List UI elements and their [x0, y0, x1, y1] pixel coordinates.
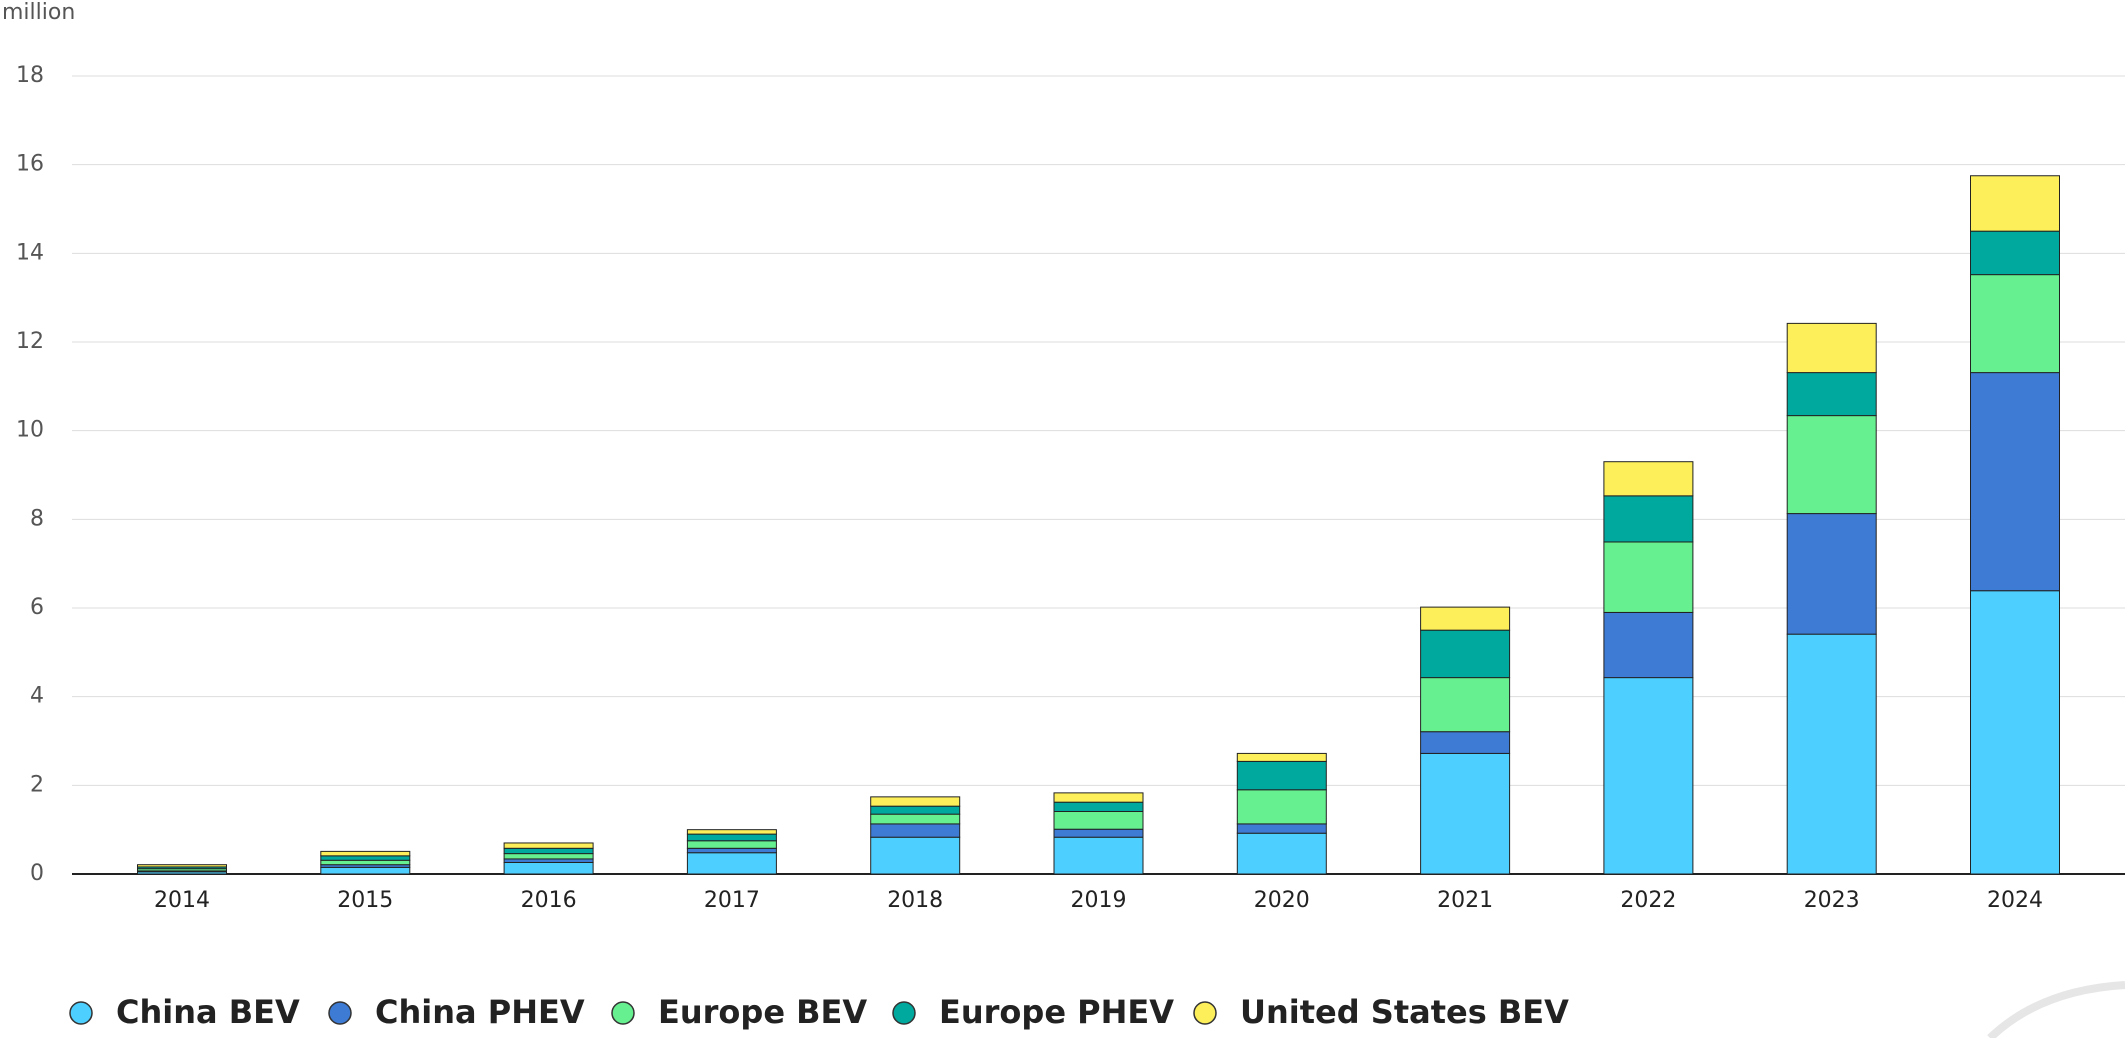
bar-segment — [1970, 274, 2060, 374]
bar-segment — [1420, 606, 1511, 631]
bar-segment — [870, 805, 961, 815]
bar-segment — [870, 813, 961, 825]
y-tick-label: 0 — [30, 861, 44, 886]
y-tick-label: 4 — [30, 684, 44, 709]
bar-segment — [503, 842, 594, 849]
bar-segment — [1236, 823, 1327, 834]
bar-segment — [503, 847, 594, 855]
legend-marker — [69, 1001, 93, 1025]
bar-segment — [870, 796, 961, 807]
y-tick-label: 10 — [16, 418, 44, 443]
x-tick-label: 2016 — [521, 888, 577, 913]
bar-segment — [503, 858, 594, 863]
legend-marker — [328, 1001, 352, 1025]
bar-segment — [503, 861, 594, 875]
bar-segment — [1053, 810, 1144, 830]
y-tick-label: 18 — [16, 63, 44, 88]
bar-segment — [870, 823, 961, 838]
legend-label: China PHEV — [375, 993, 585, 1031]
legend-marker — [892, 1001, 916, 1025]
bar-segment — [1603, 541, 1694, 613]
bar-segment — [137, 864, 227, 868]
legend-label: Europe PHEV — [939, 993, 1174, 1031]
bar-segment — [320, 866, 411, 875]
bar-segment — [1970, 230, 2060, 276]
bar-segment — [686, 840, 777, 849]
bar-segment — [1786, 513, 1877, 635]
x-tick-label: 2022 — [1620, 888, 1676, 913]
bar-segment — [1603, 611, 1694, 679]
bar-segment — [1786, 372, 1877, 417]
legend-label: China BEV — [116, 993, 300, 1031]
x-tick-label: 2020 — [1254, 888, 1310, 913]
x-tick-label: 2021 — [1437, 888, 1493, 913]
legend-marker — [1193, 1001, 1217, 1025]
x-tick-label: 2023 — [1804, 888, 1860, 913]
y-tick-label: 2 — [30, 772, 44, 797]
x-tick-label: 2019 — [1071, 888, 1127, 913]
bar-segment — [320, 859, 411, 866]
bar-segment — [1053, 836, 1144, 875]
bar-segment — [870, 836, 961, 875]
bar-segment — [1786, 322, 1877, 374]
bar-segment — [1786, 415, 1877, 515]
bar-segment — [1603, 495, 1694, 543]
y-tick-label: 12 — [16, 329, 44, 354]
bar-segment — [1236, 760, 1327, 791]
bar-segment — [503, 853, 594, 860]
y-tick-label: 6 — [30, 595, 44, 620]
bar-segment — [1236, 752, 1327, 762]
bar-segment — [1603, 461, 1694, 497]
x-tick-label: 2017 — [704, 888, 760, 913]
bar-segment — [1420, 677, 1511, 733]
bar-segment — [1236, 832, 1327, 875]
y-tick-label: 14 — [16, 240, 44, 265]
bar-segment — [686, 829, 777, 835]
legend-label: Europe BEV — [658, 993, 867, 1031]
bar-segment — [1603, 677, 1694, 875]
bar-segment — [1420, 629, 1511, 679]
bar-segment — [686, 833, 777, 842]
bar-segment — [1236, 789, 1327, 825]
bar-segment — [686, 847, 777, 854]
bar-segment — [686, 852, 777, 875]
bar-segment — [320, 850, 411, 857]
legend-marker — [611, 1001, 635, 1025]
y-tick-label: 16 — [16, 152, 44, 177]
y-axis-label: million — [2, 0, 75, 25]
bar-segment — [1053, 792, 1144, 803]
bar-segment — [1970, 175, 2060, 232]
x-tick-label: 2024 — [1987, 888, 2043, 913]
bar-segment — [1970, 590, 2060, 875]
bar-segment — [1970, 372, 2060, 592]
y-tick-label: 8 — [30, 506, 44, 531]
decoration — [1987, 981, 2125, 1038]
x-tick-label: 2014 — [154, 888, 210, 913]
bar-segment — [1420, 731, 1511, 754]
bar-segment — [1053, 828, 1144, 838]
x-tick-label: 2018 — [887, 888, 943, 913]
bar-segment — [320, 855, 411, 861]
bar-segment — [1420, 752, 1511, 875]
x-tick-label: 2015 — [337, 888, 393, 913]
legend-label: United States BEV — [1240, 993, 1569, 1031]
bar-segment — [1786, 633, 1877, 875]
bar-segment — [1053, 801, 1144, 812]
